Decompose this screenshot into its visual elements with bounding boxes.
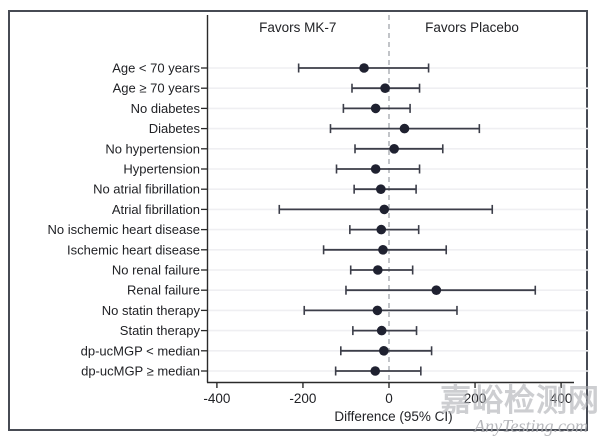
category-label: No diabetes (131, 101, 201, 116)
category-label: Ischemic heart disease (67, 242, 200, 257)
category-label: dp-ucMGP ≥ median (81, 364, 200, 379)
point-estimate (379, 204, 390, 215)
category-label: No statin therapy (102, 303, 201, 318)
figure-border (8, 10, 588, 431)
x-axis-title: Difference (95% CI) (334, 409, 452, 424)
category-label: Diabetes (149, 121, 201, 136)
category-label: No atrial fibrillation (93, 182, 200, 197)
category-label: Atrial fibrillation (112, 202, 200, 217)
point-estimate (372, 305, 383, 316)
point-estimate (399, 123, 410, 134)
point-estimate (379, 346, 389, 356)
category-label: No hypertension (105, 141, 200, 156)
category-label: Statin therapy (120, 323, 201, 338)
x-tick-label: 0 (385, 391, 393, 406)
category-label: Hypertension (123, 162, 200, 177)
point-estimate (431, 285, 442, 296)
point-estimate (376, 224, 387, 235)
category-label: No renal failure (112, 263, 200, 278)
point-estimate (380, 83, 390, 93)
x-tick-label: 400 (550, 391, 573, 406)
category-label: Renal failure (127, 283, 200, 298)
point-estimate (373, 265, 383, 275)
category-label: No ischemic heart disease (48, 222, 200, 237)
favors-left-label: Favors MK-7 (259, 20, 336, 35)
x-tick-label: -200 (289, 391, 316, 406)
x-tick-label: -400 (203, 391, 230, 406)
x-tick-label: 200 (464, 391, 487, 406)
point-estimate (376, 325, 387, 336)
point-estimate (370, 366, 381, 376)
category-label: dp-ucMGP < median (81, 343, 200, 358)
point-estimate (370, 103, 381, 114)
point-estimate (376, 184, 386, 194)
category-label: Age ≥ 70 years (113, 81, 201, 96)
point-estimate (359, 63, 369, 73)
point-estimate (378, 245, 388, 255)
favors-right-label: Favors Placebo (425, 20, 519, 35)
category-label: Age < 70 years (112, 61, 200, 76)
point-estimate (370, 164, 381, 174)
point-estimate (389, 144, 399, 154)
